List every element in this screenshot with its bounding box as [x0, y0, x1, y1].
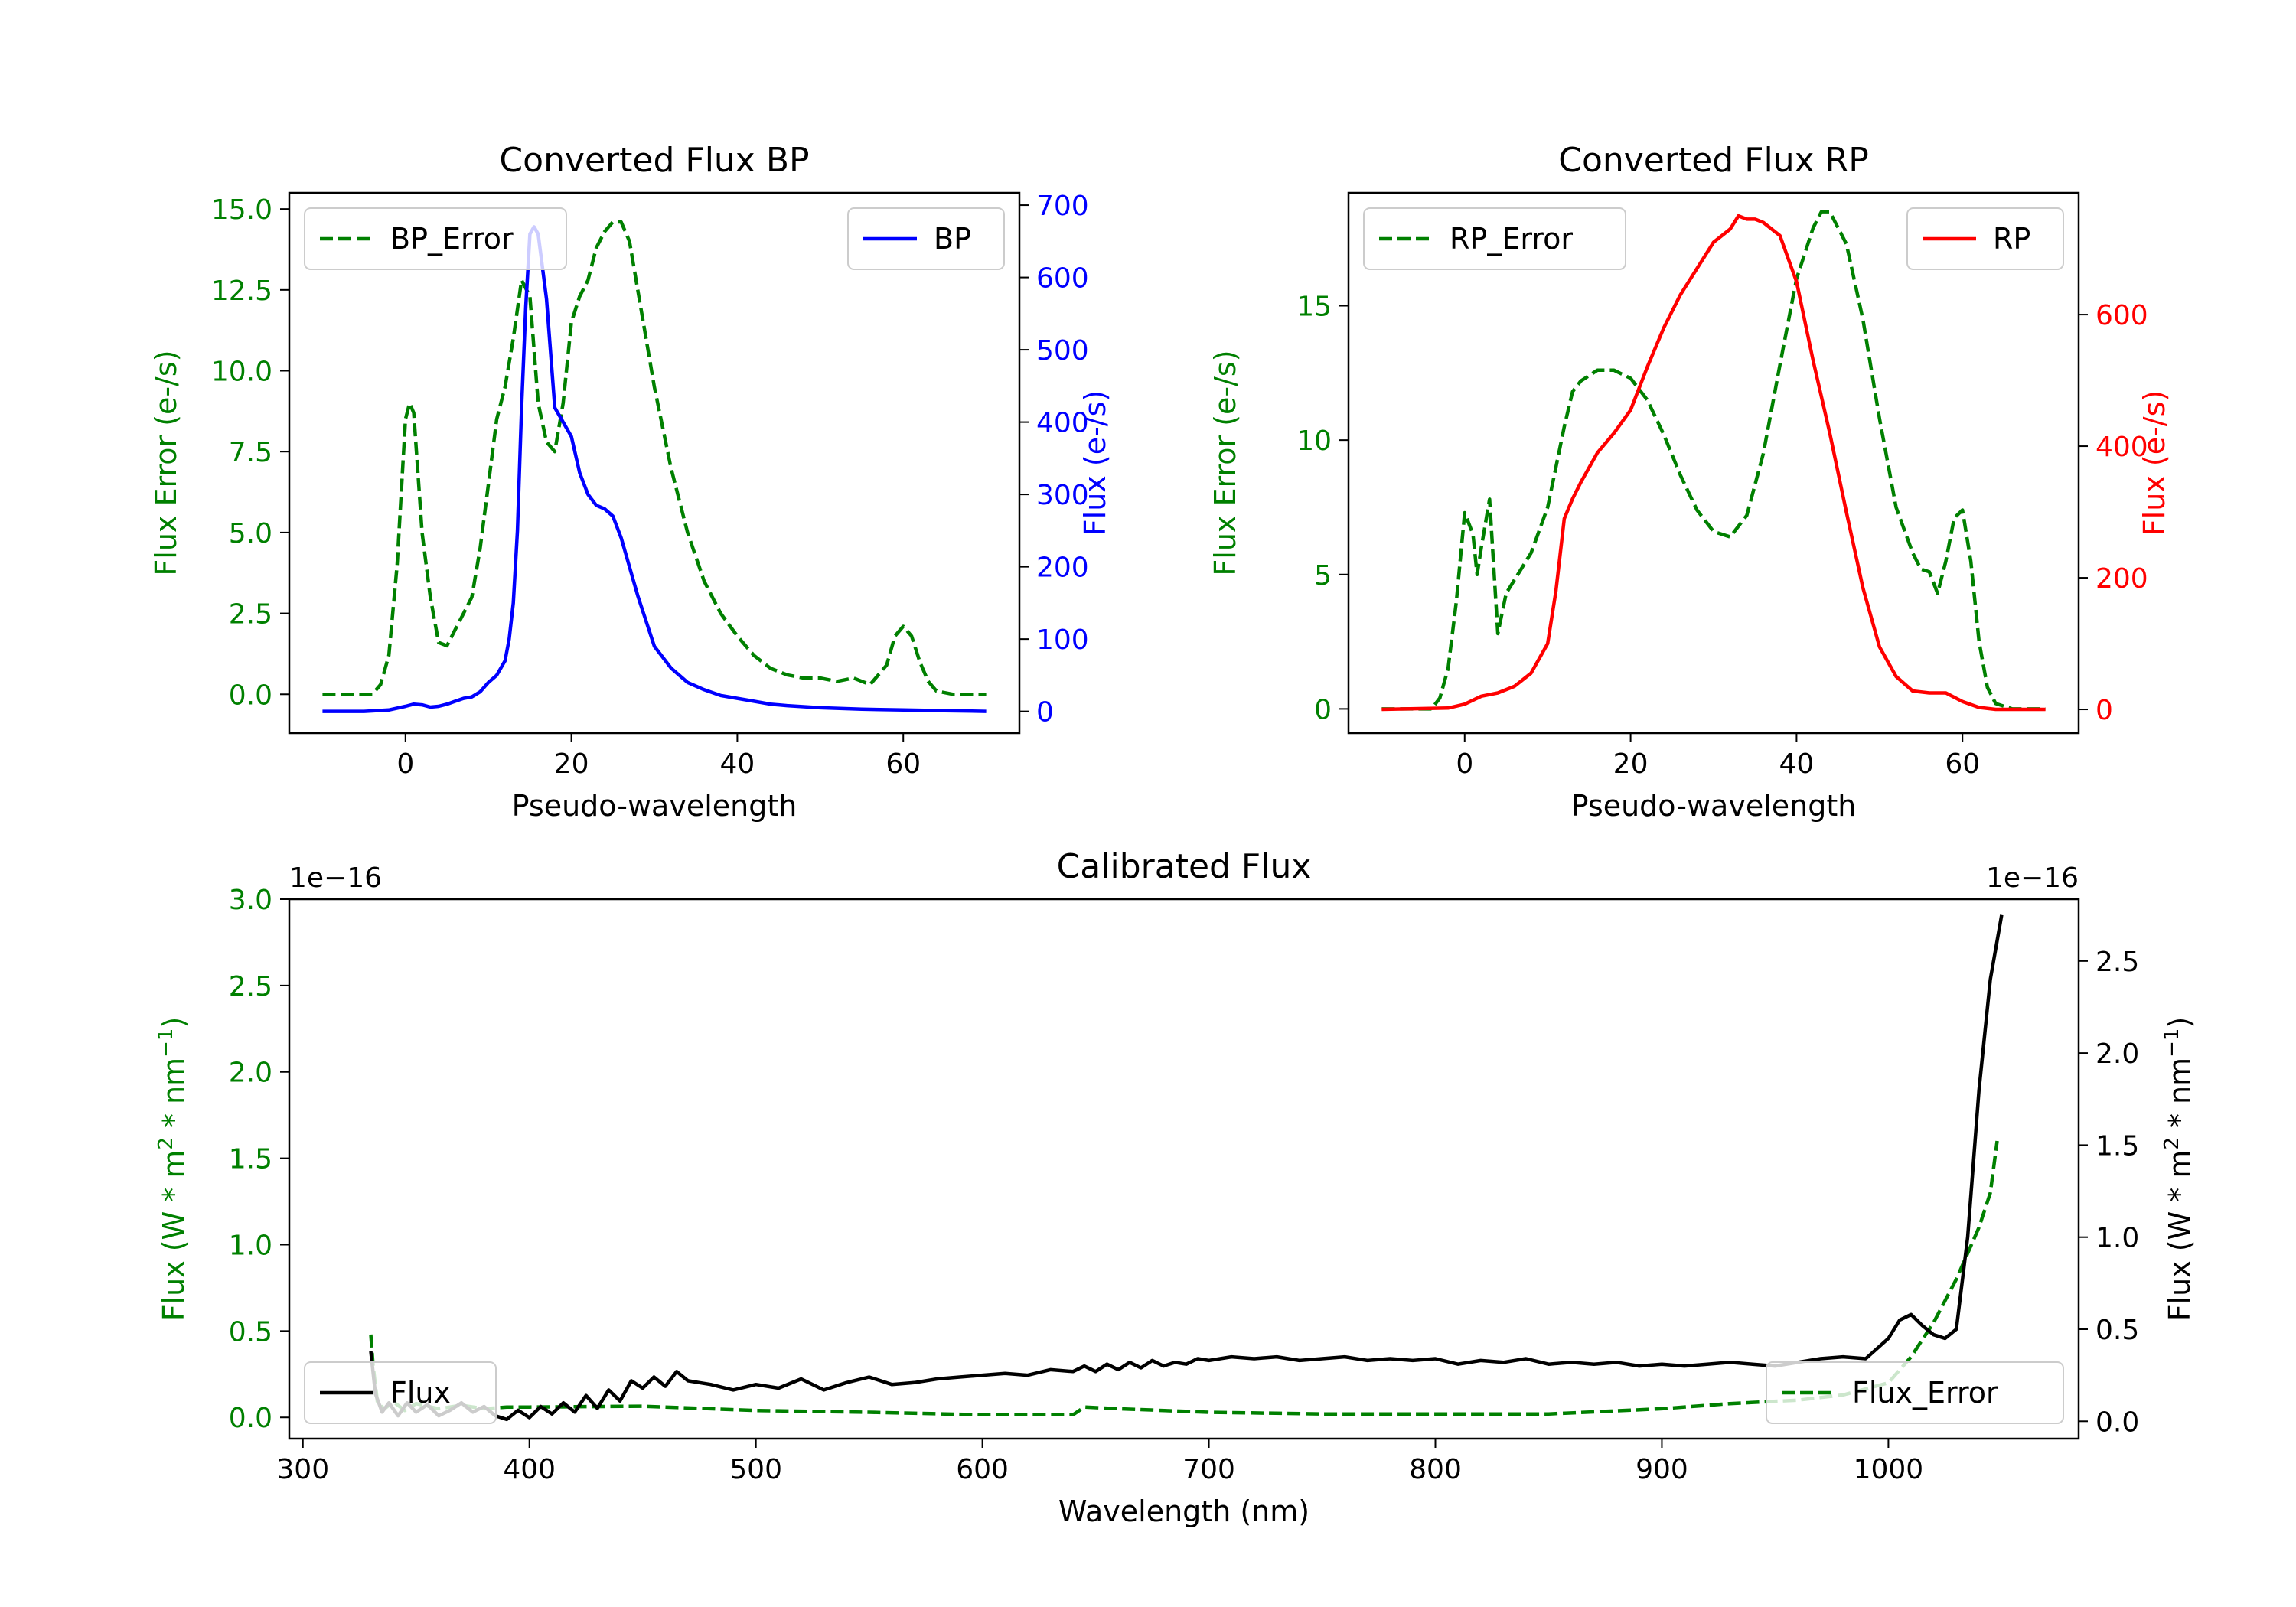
series-line-rp — [1381, 214, 2046, 712]
left-tick-label: 12.5 — [211, 275, 272, 307]
left-axis-label: Flux Error (e-/s) — [1208, 350, 1242, 575]
legend-flux: Flux — [304, 1361, 497, 1424]
axes-frame — [288, 191, 1021, 735]
left-tick-label: 7.5 — [229, 437, 272, 468]
axes-frame — [288, 898, 2080, 1440]
left-tick-label: 1.0 — [229, 1230, 272, 1261]
x-tick-label: 20 — [554, 748, 589, 780]
left-tick-label: 15.0 — [211, 194, 272, 226]
legend-box — [1766, 1361, 2064, 1424]
legend-label: Flux — [390, 1376, 451, 1410]
left-tick-label: 2.0 — [229, 1058, 272, 1089]
legend-rp-error: RP_Error — [1363, 207, 1626, 270]
x-tick-label: 60 — [885, 748, 921, 780]
legend-bp-error: BP_Error — [304, 207, 567, 270]
left-tick-label: 0.0 — [229, 1403, 272, 1434]
legend-rp: RP — [1906, 207, 2064, 270]
left-tick-label: 0.0 — [229, 680, 272, 711]
legend-label: RP_Error — [1450, 222, 1573, 256]
legend-label: BP_Error — [390, 222, 514, 256]
x-tick-label: 700 — [1182, 1454, 1235, 1485]
right-tick-label: 600 — [2095, 300, 2148, 331]
right-tick-label: 700 — [1036, 191, 1089, 222]
left-tick-label: 2.5 — [229, 971, 272, 1002]
right-tick-label: 2.5 — [2095, 947, 2139, 978]
legend-box — [304, 207, 567, 270]
x-tick-label: 500 — [729, 1454, 782, 1485]
x-tick-label: 0 — [1456, 748, 1473, 780]
right-tick-label: 0 — [1036, 697, 1054, 729]
left-tick-label: 3.0 — [229, 885, 272, 916]
right-tick-label: 400 — [2095, 432, 2148, 463]
left-tick-label: 0 — [1314, 694, 1332, 725]
x-tick-label: 40 — [1779, 748, 1815, 780]
right-tick-label: 2.0 — [2095, 1038, 2139, 1070]
x-axis-label: Pseudo-wavelength — [1571, 789, 1857, 823]
right-tick-label: 1.5 — [2095, 1130, 2139, 1162]
chart-title: Converted Flux RP — [1558, 141, 1869, 180]
legend-box — [1363, 207, 1626, 270]
legend-label: Flux_Error — [1852, 1376, 1998, 1410]
right-tick-label: 0 — [2095, 695, 2113, 726]
right-tick-label: 0.5 — [2095, 1315, 2139, 1346]
chart-title: Converted Flux BP — [499, 141, 809, 180]
x-tick-label: 300 — [276, 1454, 329, 1485]
legend-flux-error: Flux_Error — [1766, 1361, 2064, 1424]
left-tick-label: 1.5 — [229, 1144, 272, 1175]
bp-flux-panel: 0 20 40 60 Pseudo-wavelength 0.0 2.5 5.0 7.5 10.0… — [149, 141, 1112, 823]
left-axis-label: Flux (W * m2 * nm−1) — [155, 1017, 191, 1322]
right-axis-label: Flux (e-/s) — [2138, 390, 2171, 536]
right-tick-label: 600 — [1036, 263, 1089, 295]
left-tick-label: 5 — [1314, 560, 1332, 592]
legend-box — [847, 207, 1005, 270]
legend-box — [1906, 207, 2064, 270]
right-axis-label: Flux (W * m2 * nm−1) — [2161, 1017, 2197, 1322]
x-tick-label: 40 — [720, 748, 755, 780]
left-tick-label: 15 — [1296, 292, 1332, 323]
left-offset-label: 1e−16 — [289, 862, 382, 894]
x-tick-label: 60 — [1945, 748, 1980, 780]
right-tick-label: 500 — [1036, 335, 1089, 367]
legend-bp: BP — [847, 207, 1005, 270]
axes-frame — [1347, 191, 2080, 735]
chart-title: Calibrated Flux — [1057, 847, 1312, 886]
left-tick-label: 0.5 — [229, 1316, 272, 1348]
x-tick-label: 1000 — [1854, 1454, 1924, 1485]
left-tick-label: 5.0 — [229, 518, 272, 549]
x-tick-label: 800 — [1409, 1454, 1462, 1485]
left-tick-label: 10.0 — [211, 357, 272, 388]
right-tick-label: 400 — [1036, 408, 1089, 439]
x-tick-label: 0 — [396, 748, 414, 780]
right-tick-label: 200 — [2095, 563, 2148, 595]
right-tick-label: 1.0 — [2095, 1223, 2139, 1254]
right-axis-label: Flux (e-/s) — [1078, 390, 1112, 536]
left-tick-label: 2.5 — [229, 599, 272, 631]
calibrated-flux-panel: 300 400 500 600 700 800 900 1000 Wavelength (nm)… — [155, 847, 2197, 1528]
rp-flux-panel: 0 20 40 60 Pseudo-wavelength 0 5 10 15 0 200 400 600… — [1208, 141, 2171, 823]
right-tick-label: 200 — [1036, 553, 1089, 584]
right-tick-label: 0.0 — [2095, 1407, 2139, 1438]
x-tick-label: 20 — [1613, 748, 1649, 780]
x-tick-label: 900 — [1636, 1454, 1688, 1485]
series-line-bp — [322, 225, 987, 713]
series-line-flux — [369, 914, 2004, 1422]
legend-label: RP — [1993, 222, 2030, 256]
legend-box — [304, 1361, 497, 1424]
right-tick-label: 300 — [1036, 480, 1089, 511]
x-axis-label: Wavelength (nm) — [1058, 1495, 1309, 1528]
series-line-bp-error — [322, 220, 987, 696]
left-tick-label: 10 — [1296, 425, 1332, 457]
legend-label: BP — [934, 222, 971, 256]
left-axis-label: Flux Error (e-/s) — [149, 350, 183, 575]
x-axis-label: Pseudo-wavelength — [512, 789, 797, 823]
series-line-rp-error — [1381, 210, 2046, 711]
x-tick-label: 400 — [503, 1454, 556, 1485]
right-offset-label: 1e−16 — [1986, 862, 2079, 894]
right-tick-label: 100 — [1036, 624, 1089, 656]
x-tick-label: 600 — [956, 1454, 1009, 1485]
